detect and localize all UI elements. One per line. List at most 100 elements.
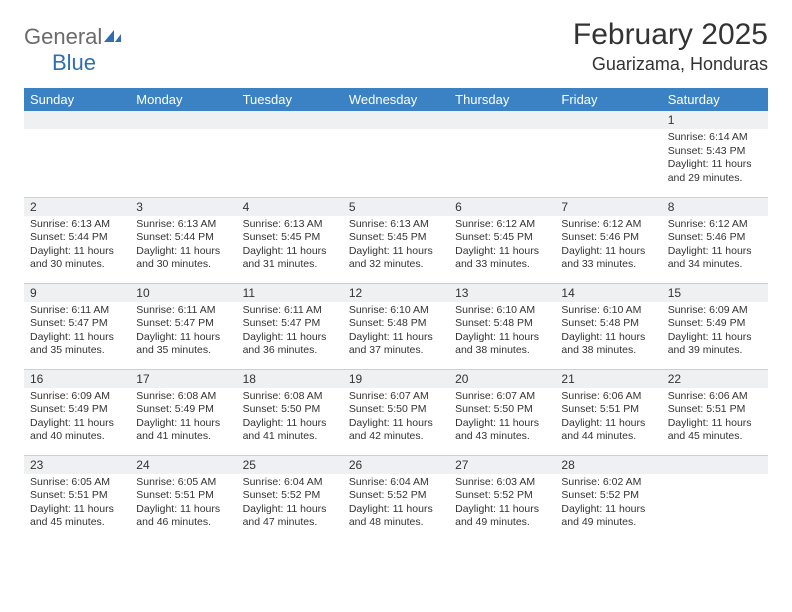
daylight-text: Daylight: 11 hours and 39 minutes. [668, 331, 764, 358]
sunrise-text: Sunrise: 6:13 AM [136, 218, 232, 232]
sunrise-text: Sunrise: 6:13 AM [243, 218, 339, 232]
sunset-text: Sunset: 5:45 PM [243, 231, 339, 245]
calendar-empty-cell [343, 111, 449, 197]
daylight-text: Daylight: 11 hours and 29 minutes. [668, 158, 764, 185]
calendar-empty-cell [237, 111, 343, 197]
sail-icon [102, 28, 122, 49]
day-number: 22 [662, 370, 768, 388]
daylight-text: Daylight: 11 hours and 41 minutes. [136, 417, 232, 444]
day-number: 19 [343, 370, 449, 388]
day-number [662, 456, 768, 474]
day-details: Sunrise: 6:07 AMSunset: 5:50 PMDaylight:… [343, 388, 449, 449]
day-details: Sunrise: 6:06 AMSunset: 5:51 PMDaylight:… [555, 388, 661, 449]
day-number: 17 [130, 370, 236, 388]
daylight-text: Daylight: 11 hours and 41 minutes. [243, 417, 339, 444]
sunset-text: Sunset: 5:51 PM [668, 403, 764, 417]
daylight-text: Daylight: 11 hours and 49 minutes. [561, 503, 657, 530]
sunset-text: Sunset: 5:43 PM [668, 145, 764, 159]
daylight-text: Daylight: 11 hours and 42 minutes. [349, 417, 445, 444]
day-header: Friday [555, 88, 661, 111]
calendar-day-cell: 17Sunrise: 6:08 AMSunset: 5:49 PMDayligh… [130, 369, 236, 455]
calendar-day-cell: 16Sunrise: 6:09 AMSunset: 5:49 PMDayligh… [24, 369, 130, 455]
daylight-text: Daylight: 11 hours and 45 minutes. [668, 417, 764, 444]
sunrise-text: Sunrise: 6:09 AM [668, 304, 764, 318]
sunrise-text: Sunrise: 6:07 AM [455, 390, 551, 404]
sunrise-text: Sunrise: 6:12 AM [561, 218, 657, 232]
daylight-text: Daylight: 11 hours and 34 minutes. [668, 245, 764, 272]
calendar-day-cell: 18Sunrise: 6:08 AMSunset: 5:50 PMDayligh… [237, 369, 343, 455]
calendar-empty-cell [449, 111, 555, 197]
day-details: Sunrise: 6:12 AMSunset: 5:46 PMDaylight:… [555, 216, 661, 277]
day-number: 20 [449, 370, 555, 388]
sunrise-text: Sunrise: 6:12 AM [668, 218, 764, 232]
day-number: 21 [555, 370, 661, 388]
daylight-text: Daylight: 11 hours and 38 minutes. [561, 331, 657, 358]
day-details: Sunrise: 6:05 AMSunset: 5:51 PMDaylight:… [24, 474, 130, 535]
calendar-day-cell: 10Sunrise: 6:11 AMSunset: 5:47 PMDayligh… [130, 283, 236, 369]
sunrise-text: Sunrise: 6:05 AM [30, 476, 126, 490]
calendar-day-cell: 24Sunrise: 6:05 AMSunset: 5:51 PMDayligh… [130, 455, 236, 541]
day-details: Sunrise: 6:08 AMSunset: 5:50 PMDaylight:… [237, 388, 343, 449]
sunrise-text: Sunrise: 6:13 AM [349, 218, 445, 232]
daylight-text: Daylight: 11 hours and 37 minutes. [349, 331, 445, 358]
day-number [237, 111, 343, 129]
day-header: Saturday [662, 88, 768, 111]
month-title: February 2025 [573, 18, 768, 52]
sunset-text: Sunset: 5:45 PM [349, 231, 445, 245]
day-number: 11 [237, 284, 343, 302]
day-number: 23 [24, 456, 130, 474]
daylight-text: Daylight: 11 hours and 48 minutes. [349, 503, 445, 530]
day-number: 4 [237, 198, 343, 216]
day-details: Sunrise: 6:13 AMSunset: 5:45 PMDaylight:… [237, 216, 343, 277]
daylight-text: Daylight: 11 hours and 46 minutes. [136, 503, 232, 530]
day-number: 6 [449, 198, 555, 216]
calendar-day-cell: 20Sunrise: 6:07 AMSunset: 5:50 PMDayligh… [449, 369, 555, 455]
calendar-page: General Blue February 2025 Guarizama, Ho… [0, 0, 792, 565]
day-header-row: SundayMondayTuesdayWednesdayThursdayFrid… [24, 88, 768, 111]
day-number: 15 [662, 284, 768, 302]
sunset-text: Sunset: 5:46 PM [668, 231, 764, 245]
day-details: Sunrise: 6:12 AMSunset: 5:45 PMDaylight:… [449, 216, 555, 277]
day-number: 25 [237, 456, 343, 474]
day-details: Sunrise: 6:11 AMSunset: 5:47 PMDaylight:… [237, 302, 343, 363]
day-details: Sunrise: 6:02 AMSunset: 5:52 PMDaylight:… [555, 474, 661, 535]
day-number [24, 111, 130, 129]
day-number: 1 [662, 111, 768, 129]
daylight-text: Daylight: 11 hours and 43 minutes. [455, 417, 551, 444]
calendar-day-cell: 6Sunrise: 6:12 AMSunset: 5:45 PMDaylight… [449, 197, 555, 283]
day-number: 16 [24, 370, 130, 388]
sunset-text: Sunset: 5:47 PM [136, 317, 232, 331]
sunrise-text: Sunrise: 6:14 AM [668, 131, 764, 145]
sunset-text: Sunset: 5:45 PM [455, 231, 551, 245]
sunrise-text: Sunrise: 6:05 AM [136, 476, 232, 490]
calendar-body: 1Sunrise: 6:14 AMSunset: 5:43 PMDaylight… [24, 111, 768, 541]
day-details: Sunrise: 6:04 AMSunset: 5:52 PMDaylight:… [343, 474, 449, 535]
day-details: Sunrise: 6:09 AMSunset: 5:49 PMDaylight:… [662, 302, 768, 363]
day-details: Sunrise: 6:11 AMSunset: 5:47 PMDaylight:… [24, 302, 130, 363]
sunset-text: Sunset: 5:46 PM [561, 231, 657, 245]
calendar-day-cell: 9Sunrise: 6:11 AMSunset: 5:47 PMDaylight… [24, 283, 130, 369]
calendar-empty-cell [130, 111, 236, 197]
sunrise-text: Sunrise: 6:10 AM [455, 304, 551, 318]
calendar-table: SundayMondayTuesdayWednesdayThursdayFrid… [24, 88, 768, 541]
calendar-day-cell: 1 Sunrise: 6:14 AMSunset: 5:43 PMDaylight… [662, 111, 768, 197]
day-number [555, 111, 661, 129]
calendar-day-cell: 28Sunrise: 6:02 AMSunset: 5:52 PMDayligh… [555, 455, 661, 541]
calendar-empty-cell [24, 111, 130, 197]
daylight-text: Daylight: 11 hours and 49 minutes. [455, 503, 551, 530]
day-number: 9 [24, 284, 130, 302]
sunrise-text: Sunrise: 6:06 AM [668, 390, 764, 404]
calendar-day-cell: 12Sunrise: 6:10 AMSunset: 5:48 PMDayligh… [343, 283, 449, 369]
calendar-day-cell: 23Sunrise: 6:05 AMSunset: 5:51 PMDayligh… [24, 455, 130, 541]
day-number: 8 [662, 198, 768, 216]
calendar-day-cell: 25Sunrise: 6:04 AMSunset: 5:52 PMDayligh… [237, 455, 343, 541]
daylight-text: Daylight: 11 hours and 33 minutes. [561, 245, 657, 272]
calendar-day-cell: 2Sunrise: 6:13 AMSunset: 5:44 PMDaylight… [24, 197, 130, 283]
sunrise-text: Sunrise: 6:06 AM [561, 390, 657, 404]
day-details: Sunrise: 6:13 AMSunset: 5:44 PMDaylight:… [24, 216, 130, 277]
day-number: 24 [130, 456, 236, 474]
sunset-text: Sunset: 5:49 PM [668, 317, 764, 331]
sunset-text: Sunset: 5:52 PM [561, 489, 657, 503]
calendar-day-cell: 21Sunrise: 6:06 AMSunset: 5:51 PMDayligh… [555, 369, 661, 455]
calendar-day-cell: 3Sunrise: 6:13 AMSunset: 5:44 PMDaylight… [130, 197, 236, 283]
